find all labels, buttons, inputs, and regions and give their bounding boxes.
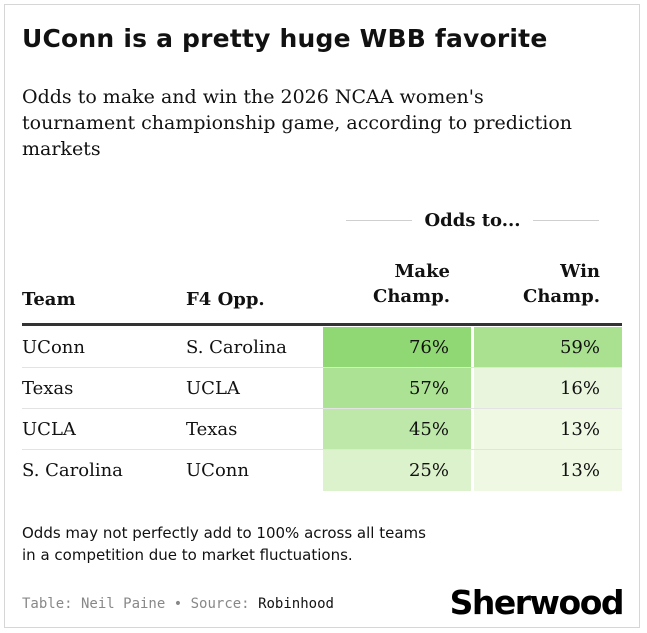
credit-separator: • (173, 596, 183, 612)
team-cell: UCLA (22, 418, 76, 440)
opponent-cell: S. Carolina (186, 336, 287, 358)
table-row: Texas UCLA 57% 16% (22, 368, 622, 409)
table-row: S. Carolina UConn 25% 13% (22, 450, 622, 491)
opponent-cell: UConn (186, 460, 249, 481)
win-odds-cell: 13% (474, 409, 622, 449)
table-body: UConn S. Carolina 76% 59% Texas UCLA 57%… (22, 327, 622, 491)
subtitle: Odds to make and win the 2026 NCAA women… (22, 86, 573, 160)
source-name: Robinhood (258, 596, 334, 612)
group-header-label: Odds to... (424, 209, 521, 231)
win-odds-cell: 16% (474, 368, 622, 408)
group-header-rule-right (532, 219, 599, 221)
sherwood-logo: Sherwood (449, 583, 625, 622)
group-header-rule-left (346, 219, 413, 221)
column-header-team: Team (22, 289, 76, 310)
make-odds-cell: 76% (323, 327, 471, 367)
make-odds-cell: 57% (323, 368, 471, 408)
page-title: UConn is a pretty huge WBB favorite (22, 24, 548, 53)
team-cell: Texas (22, 377, 74, 399)
column-header-make-champ: Make Champ. (323, 259, 450, 309)
team-cell: UConn (22, 336, 85, 358)
column-header-make-line1: Make (394, 261, 450, 282)
win-odds-cell: 13% (474, 450, 622, 491)
column-header-win-line1: Win (560, 261, 600, 282)
team-cell: S. Carolina (22, 460, 123, 481)
column-header-win-line2: Champ. (523, 286, 600, 307)
column-header-make-line2: Champ. (373, 286, 450, 307)
win-odds-cell: 59% (474, 327, 622, 367)
footnote: Odds may not perfectly add to 100% acros… (22, 524, 426, 564)
odds-group-header: Odds to... (346, 206, 599, 234)
opponent-cell: UCLA (186, 377, 240, 399)
table-row: UCLA Texas 45% 13% (22, 409, 622, 450)
opponent-cell: Texas (186, 418, 238, 440)
make-odds-cell: 25% (323, 450, 471, 491)
table-credit: Table: Neil Paine (22, 596, 166, 612)
table-row: UConn S. Carolina 76% 59% (22, 327, 622, 368)
source-label: Source: (190, 596, 250, 612)
column-header-opponent: F4 Opp. (186, 289, 265, 310)
source-credit: Table: Neil Paine • Source: Robinhood (22, 596, 334, 612)
column-header-win-champ: Win Champ. (474, 259, 600, 309)
make-odds-cell: 45% (323, 409, 471, 449)
graphic-frame (4, 4, 640, 628)
header-rule (22, 323, 622, 326)
